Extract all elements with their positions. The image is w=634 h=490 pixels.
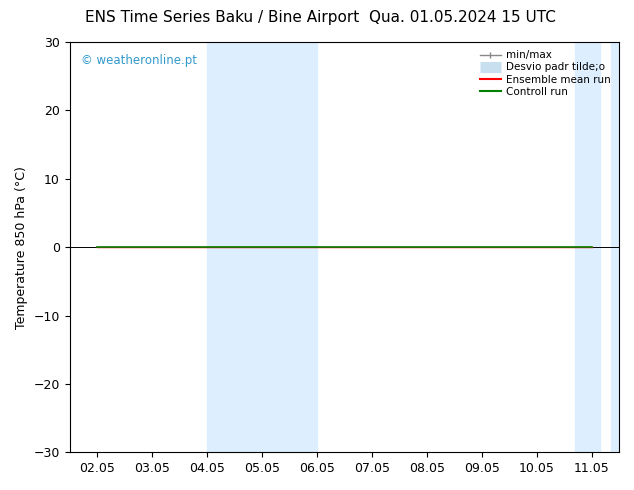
Text: © weatheronline.pt: © weatheronline.pt bbox=[81, 54, 197, 67]
Text: ENS Time Series Baku / Bine Airport: ENS Time Series Baku / Bine Airport bbox=[85, 10, 359, 25]
Bar bbox=[207, 42, 317, 452]
Y-axis label: Temperature 850 hPa (°C): Temperature 850 hPa (°C) bbox=[15, 166, 28, 329]
Bar bbox=[575, 42, 600, 452]
Text: Qua. 01.05.2024 15 UTC: Qua. 01.05.2024 15 UTC bbox=[370, 10, 556, 25]
Bar bbox=[611, 42, 634, 452]
Legend: min/max, Desvio padr tilde;o, Ensemble mean run, Controll run: min/max, Desvio padr tilde;o, Ensemble m… bbox=[477, 47, 614, 100]
